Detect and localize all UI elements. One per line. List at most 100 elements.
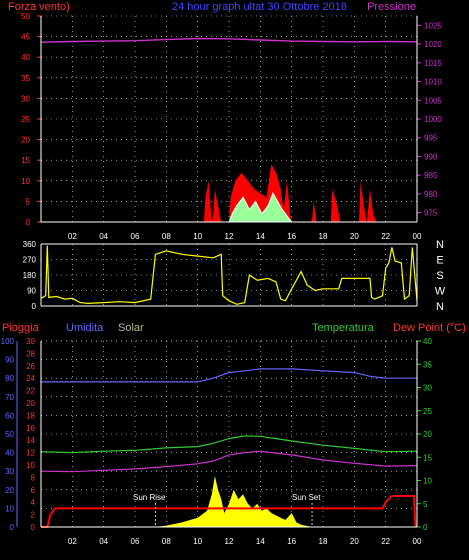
env-panel-x-tick-label: 06	[131, 537, 140, 546]
annotation-sunrise: Sun Rise	[133, 493, 166, 502]
wind-y-tick-label: 45	[21, 33, 30, 42]
wind-panel-x-tick-label: 18	[319, 232, 328, 241]
env-panel-x-tick-label: 12	[225, 537, 234, 546]
dir-y-tick-label: 90	[27, 287, 36, 296]
rain-y-tick-label: 30	[26, 337, 35, 346]
wind-direction-line	[40, 245, 418, 305]
wind-y-tick-label: 50	[21, 12, 30, 21]
rain-y-tick-label: 18	[26, 411, 35, 420]
env-panel-x-tick-label: 00	[413, 537, 422, 546]
rain-y-tick-label: 6	[31, 486, 36, 495]
env-panel-x-tick-label: 16	[287, 537, 296, 546]
legend-umidita: Umidita	[66, 322, 104, 334]
pressure-y-tick-label: 1010	[424, 78, 442, 87]
wind-panel-x-tick-label: 12	[225, 232, 234, 241]
temp-y-tick-label: 5	[423, 500, 428, 509]
dir-compass-label: E	[436, 255, 443, 267]
pressure-y-tick-label: 980	[424, 190, 438, 199]
env-panel-x-tick-label: 20	[350, 537, 359, 546]
humidity-y-tick-label: 40	[5, 449, 14, 458]
rain-y-tick-label: 20	[26, 399, 35, 408]
env-panel-x-tick-label: 18	[319, 537, 328, 546]
wind-gust-area	[41, 164, 417, 222]
rain-y-tick-label: 26	[26, 362, 35, 371]
temp-y-tick-label: 10	[423, 477, 432, 486]
pressure-y-tick-label: 995	[424, 134, 438, 143]
rain-y-tick-label: 14	[26, 436, 35, 445]
wind-panel-x-tick-label: 08	[162, 232, 171, 241]
dir-compass-label: S	[436, 270, 443, 282]
rain-y-tick-label: 28	[26, 349, 35, 358]
dewpoint-line	[40, 450, 418, 473]
pressure-y-tick-label: 1025	[424, 21, 442, 30]
temp-y-tick-label: 25	[423, 407, 432, 416]
humidity-y-tick-label: 30	[5, 467, 14, 476]
humidity-y-tick-label: 20	[5, 486, 14, 495]
solar-area	[41, 475, 417, 527]
pressure-y-tick-label: 1015	[424, 59, 442, 68]
wind-y-tick-label: 20	[21, 136, 30, 145]
pressure-y-tick-label: 1005	[424, 96, 442, 105]
dir-compass-label: N	[436, 239, 444, 251]
env-panel-x-tick-label: 02	[68, 537, 77, 546]
annotation-sunset: Sun Set	[292, 493, 321, 502]
header-title: 24 hour graph ultat 30 Ottobre 2018	[172, 1, 347, 13]
dir-y-tick-label: 0	[32, 302, 37, 311]
pressure-y-tick-label: 990	[424, 152, 438, 161]
temperature-line	[40, 435, 418, 454]
humidity-y-tick-label: 100	[1, 337, 15, 346]
wind-pressure-panel: 0510152025303540455097598098599099510001…	[21, 12, 442, 241]
rain-y-tick-label: 10	[26, 461, 35, 470]
env-panel-x-tick-label: 08	[162, 537, 171, 546]
wind-panel-x-tick-label: 20	[350, 232, 359, 241]
wind-panel-x-tick-label: 22	[381, 232, 390, 241]
wind-y-tick-label: 5	[26, 197, 31, 206]
rain-y-tick-label: 24	[26, 374, 35, 383]
temp-y-tick-label: 0	[423, 523, 428, 532]
wind-panel-x-tick-label: 10	[193, 232, 202, 241]
wind-y-tick-label: 15	[21, 156, 30, 165]
dir-y-tick-label: 360	[23, 240, 37, 249]
temp-y-tick-label: 30	[423, 384, 432, 393]
legend-pioggia: Pioggia	[2, 322, 40, 334]
humidity-line	[41, 368, 417, 383]
wind-speed-line	[41, 192, 417, 223]
humidity-y-tick-label: 10	[5, 504, 14, 513]
temp-y-tick-label: 15	[423, 453, 432, 462]
dir-compass-label: N	[436, 301, 444, 313]
temp-y-tick-label: 20	[423, 430, 432, 439]
pressure-y-tick-label: 1020	[424, 40, 442, 49]
humidity-y-tick-label: 70	[5, 393, 14, 402]
pressure-y-tick-label: 985	[424, 171, 438, 180]
temp-y-tick-label: 35	[423, 360, 432, 369]
rain-line	[41, 495, 417, 528]
rain-y-tick-label: 12	[26, 449, 35, 458]
env-panel-x-tick-label: 10	[193, 537, 202, 546]
header-pressure-label: Pressione	[367, 1, 416, 13]
header-wind-label: Forza vento)	[8, 1, 70, 13]
wind-panel-x-tick-label: 04	[99, 232, 108, 241]
dir-y-tick-label: 270	[23, 256, 37, 265]
rain-y-tick-label: 22	[26, 387, 35, 396]
env-panel-x-tick-label: 14	[256, 537, 265, 546]
wind-panel-x-tick-label: 02	[68, 232, 77, 241]
rain-y-tick-label: 0	[31, 523, 36, 532]
legend-temperatura: Temperatura	[312, 322, 375, 334]
humidity-y-tick-label: 60	[5, 411, 14, 420]
rain-y-tick-label: 2	[31, 511, 36, 520]
temp-y-tick-label: 40	[423, 337, 432, 346]
pressure-line	[40, 37, 418, 43]
wind-y-tick-label: 30	[21, 94, 30, 103]
rain-y-tick-label: 16	[26, 424, 35, 433]
wind-panel-x-tick-label: 06	[131, 232, 140, 241]
humidity-y-tick-label: 50	[5, 430, 14, 439]
wind-panel-x-tick-label: 16	[287, 232, 296, 241]
humidity-y-tick-label: 90	[5, 356, 14, 365]
wind-y-tick-label: 10	[21, 177, 30, 186]
rain-y-tick-label: 8	[31, 473, 36, 482]
wind-y-tick-label: 40	[21, 53, 30, 62]
legend-solar: Solar	[118, 322, 144, 334]
